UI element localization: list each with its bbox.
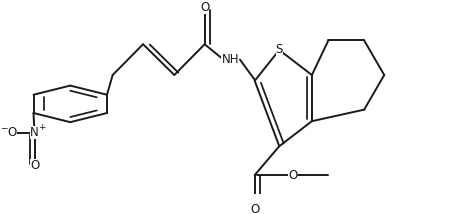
Text: S: S <box>276 43 283 56</box>
Text: O: O <box>30 159 39 172</box>
Text: O: O <box>8 126 17 139</box>
Text: O: O <box>200 1 209 14</box>
Text: NH: NH <box>221 53 239 66</box>
Text: O: O <box>250 203 260 214</box>
Text: −: − <box>0 123 8 132</box>
Text: O: O <box>288 169 297 181</box>
Text: N: N <box>30 126 39 139</box>
Text: +: + <box>38 123 45 132</box>
